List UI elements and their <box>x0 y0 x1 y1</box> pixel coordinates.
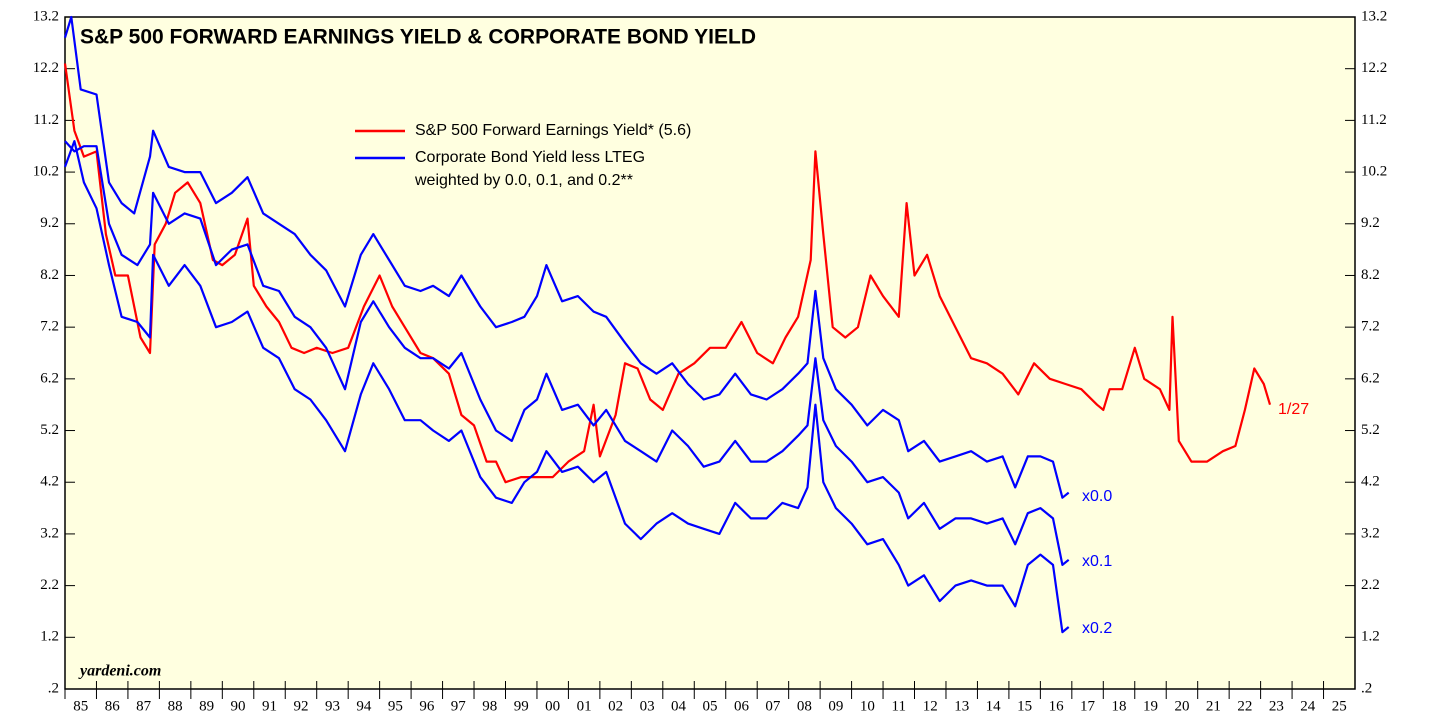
x-tick-label: 20 <box>1174 698 1189 714</box>
x-tick-label: 03 <box>640 698 655 714</box>
y2-tick-label: 9.2 <box>1361 215 1380 231</box>
x-tick-label: 16 <box>1049 698 1065 714</box>
x-tick-label: 19 <box>1143 698 1158 714</box>
x-tick-label: 07 <box>765 698 781 714</box>
y2-tick-label: 11.2 <box>1361 112 1387 128</box>
x-tick-label: 11 <box>892 698 906 714</box>
x-tick-label: 99 <box>514 698 529 714</box>
x-tick-label: 97 <box>451 698 467 714</box>
x-tick-label: 95 <box>388 698 403 714</box>
y2-tick-label: 13.2 <box>1361 8 1387 24</box>
x-tick-label: 21 <box>1206 698 1221 714</box>
y-tick-label: 8.2 <box>40 267 59 283</box>
y-tick-label: 5.2 <box>40 422 59 438</box>
x-tick-label: 24 <box>1300 698 1316 714</box>
x-tick-label: 02 <box>608 698 623 714</box>
x-tick-label: 00 <box>545 698 560 714</box>
y2-tick-label: 7.2 <box>1361 319 1380 335</box>
legend-label: Corporate Bond Yield less LTEG <box>415 149 645 166</box>
x-tick-label: 08 <box>797 698 812 714</box>
series-line <box>63 63 1272 484</box>
x-tick-label: 18 <box>1112 698 1127 714</box>
series-label: x0.2 <box>1082 620 1112 637</box>
x-tick-label: 13 <box>954 698 969 714</box>
y-tick-label: 11.2 <box>33 112 59 128</box>
x-tick-label: 04 <box>671 698 687 714</box>
x-tick-label: 88 <box>168 698 183 714</box>
y2-tick-label: 5.2 <box>1361 422 1380 438</box>
y-tick-label: 10.2 <box>33 164 59 180</box>
x-tick-label: 15 <box>1017 698 1032 714</box>
x-tick-label: 05 <box>703 698 718 714</box>
y-tick-label: 12.2 <box>33 60 59 76</box>
x-tick-label: 89 <box>199 698 214 714</box>
y2-tick-label: 6.2 <box>1361 370 1380 386</box>
x-tick-label: 22 <box>1237 698 1252 714</box>
x-tick-label: 92 <box>293 698 308 714</box>
y-tick-label: 13.2 <box>33 8 59 24</box>
end-label: 1/27 <box>1278 401 1309 418</box>
y-tick-label: .2 <box>48 680 59 696</box>
series-line <box>63 15 1070 499</box>
y2-tick-label: 2.2 <box>1361 577 1380 593</box>
x-tick-label: 90 <box>231 698 246 714</box>
series-line <box>64 140 1070 566</box>
x-tick-label: 86 <box>105 698 121 714</box>
x-tick-label: 06 <box>734 698 750 714</box>
y-tick-label: 1.2 <box>40 629 59 645</box>
x-tick-label: 93 <box>325 698 340 714</box>
x-tick-label: 96 <box>419 698 435 714</box>
y2-tick-label: .2 <box>1361 680 1372 696</box>
y2-tick-label: 3.2 <box>1361 525 1380 541</box>
y-tick-label: 3.2 <box>40 525 59 541</box>
series-label: x0.1 <box>1082 553 1112 570</box>
x-tick-label: 09 <box>828 698 843 714</box>
y2-tick-label: 4.2 <box>1361 474 1380 490</box>
chart-title: S&P 500 FORWARD EARNINGS YIELD & CORPORA… <box>80 26 756 49</box>
x-tick-label: 98 <box>482 698 497 714</box>
x-tick-label: 94 <box>356 698 372 714</box>
x-tick-label: 25 <box>1332 698 1347 714</box>
series-label: x0.0 <box>1082 488 1112 505</box>
source: yardeni.com <box>78 663 161 680</box>
y-tick-label: 7.2 <box>40 319 59 335</box>
x-tick-label: 17 <box>1080 698 1096 714</box>
x-tick-label: 85 <box>73 698 88 714</box>
legend-label: S&P 500 Forward Earnings Yield* (5.6) <box>415 122 691 139</box>
y-tick-label: 9.2 <box>40 215 59 231</box>
plot-area <box>64 16 1356 690</box>
x-tick-label: 01 <box>577 698 592 714</box>
y-tick-label: 4.2 <box>40 474 59 490</box>
x-tick-label: 87 <box>136 698 152 714</box>
y-tick-label: 6.2 <box>40 370 59 386</box>
x-tick-label: 14 <box>986 698 1002 714</box>
x-tick-label: 23 <box>1269 698 1284 714</box>
series-line <box>63 140 1070 634</box>
y2-tick-label: 10.2 <box>1361 164 1387 180</box>
x-tick-label: 12 <box>923 698 938 714</box>
y2-tick-label: 12.2 <box>1361 60 1387 76</box>
x-tick-label: 91 <box>262 698 277 714</box>
legend-label: weighted by 0.0, 0.1, and 0.2** <box>414 172 633 189</box>
y2-tick-label: 8.2 <box>1361 267 1380 283</box>
y2-tick-label: 1.2 <box>1361 629 1380 645</box>
y-tick-label: 2.2 <box>40 577 59 593</box>
x-tick-label: 10 <box>860 698 875 714</box>
